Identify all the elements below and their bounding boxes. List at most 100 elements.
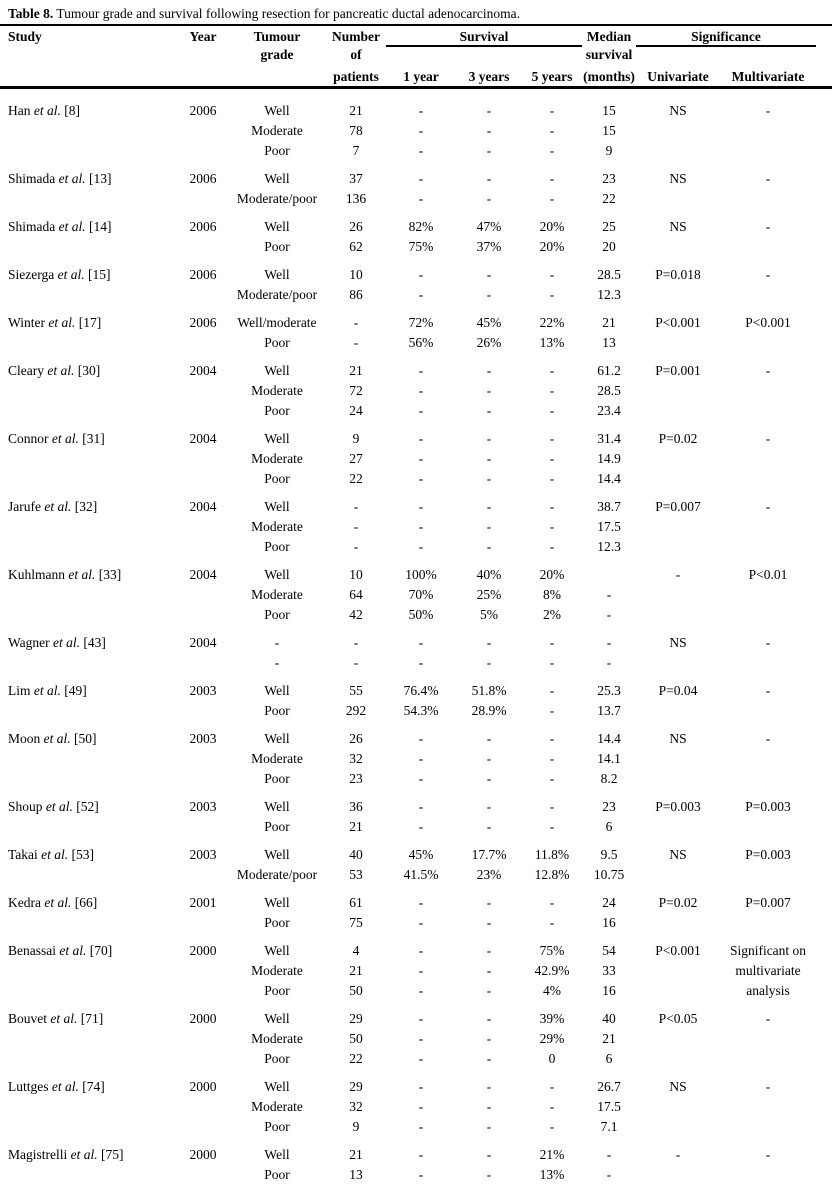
study-author: Benassai	[8, 943, 60, 958]
median-survival-cell: 15	[602, 103, 616, 118]
univariate-cell: P<0.05	[658, 1011, 698, 1026]
multivariate-cell: P<0.01	[748, 567, 788, 582]
median-survival-cell: 20	[602, 239, 616, 254]
patients-count-cell: 32	[349, 1099, 363, 1114]
survival-3yr-cell: 28.9%	[471, 703, 507, 718]
median-survival-cell: 28.5	[597, 383, 621, 398]
study-author: Kuhlmann	[8, 567, 69, 582]
survival-1yr-cell: -	[418, 267, 424, 282]
patients-count-cell: 22	[349, 471, 363, 486]
patients-count-cell: 61	[349, 895, 363, 910]
survival-1yr-cell: 82%	[408, 219, 434, 234]
patients-count-cell: 21	[349, 819, 363, 834]
survival-5yr-cell: -	[549, 123, 555, 138]
study-cell: Luttges et al. [74]	[8, 1077, 178, 1097]
survival-5yr-cell: 13%	[539, 1167, 565, 1182]
column-header-patients: Number	[332, 29, 380, 44]
study-group: Siezerga et al. [15] 2006 Well 10 - - - 28.5 Mod…	[8, 265, 824, 305]
survival-3yr-cell: 5%	[480, 607, 498, 622]
survival-1yr-cell: -	[418, 799, 424, 814]
study-cell: Siezerga et al. [15]	[8, 265, 178, 285]
survival-5yr-cell: 12.8%	[534, 867, 570, 882]
median-survival-cell: -	[606, 655, 612, 670]
grade-cell: -	[274, 635, 280, 650]
patients-count-cell: 40	[349, 847, 363, 862]
survival-5yr-cell: -	[549, 895, 555, 910]
survival-5yr-cell: -	[549, 915, 555, 930]
multivariate-cell: -	[765, 731, 771, 746]
study-cell: Wagner et al. [43]	[8, 633, 178, 653]
study-group: Wagner et al. [43] 2004 - - - - - - - - - - - - NS -	[8, 633, 824, 673]
survival-5yr-cell: -	[549, 143, 555, 158]
survival-3yr-cell: -	[486, 403, 492, 418]
survival-5yr-cell: 0	[548, 1051, 556, 1066]
year-cell: 2003	[189, 799, 217, 814]
median-survival-cell: 9.5	[600, 847, 618, 862]
multivariate-cell: -	[765, 1079, 771, 1094]
study-cell: Bouvet et al. [71]	[8, 1009, 178, 1029]
study-et-al: et al.	[50, 1011, 78, 1026]
multivariate-cell: Significant on multivariate analysis	[729, 943, 807, 998]
survival-5yr-cell: -	[549, 451, 555, 466]
grade-cell: Moderate	[251, 1099, 303, 1114]
survival-3yr-cell: 40%	[476, 567, 502, 582]
year-cell: 2000	[189, 1079, 217, 1094]
univariate-cell: NS	[669, 847, 687, 862]
column-header-study: Study	[8, 29, 42, 44]
table-caption-text: Tumour grade and survival following rese…	[53, 6, 521, 21]
study-et-al: et al.	[57, 267, 85, 282]
study-cell: Shoup et al. [52]	[8, 797, 178, 817]
grade-cell: Poor	[264, 335, 290, 350]
median-survival-cell: 24	[602, 895, 616, 910]
univariate-cell: NS	[669, 1079, 687, 1094]
univariate-cell: P=0.04	[658, 683, 698, 698]
patients-count-cell: -	[353, 655, 359, 670]
study-et-al: et al.	[44, 499, 72, 514]
study-reference: [75]	[97, 1147, 124, 1162]
study-cell: Benassai et al. [70]	[8, 941, 178, 961]
survival-5yr-cell: -	[549, 191, 555, 206]
survival-5yr-cell: -	[549, 499, 555, 514]
survival-5yr-cell: -	[549, 731, 555, 746]
study-reference: [15]	[84, 267, 111, 282]
study-author: Shoup	[8, 799, 46, 814]
study-reference: [13]	[85, 171, 112, 186]
grade-cell: Well	[264, 683, 290, 698]
survival-1yr-cell: -	[418, 983, 424, 998]
patients-count-cell: 36	[349, 799, 363, 814]
grade-cell: Poor	[264, 703, 290, 718]
column-header-univariate: Univariate	[647, 69, 709, 84]
median-survival-cell: 38.7	[597, 499, 621, 514]
survival-5yr-cell: -	[549, 287, 555, 302]
patients-count-cell: 86	[349, 287, 363, 302]
survival-3yr-cell: -	[486, 635, 492, 650]
grade-cell: Well	[264, 1147, 290, 1162]
univariate-cell: -	[675, 567, 681, 582]
study-reference: [17]	[75, 315, 102, 330]
survival-3yr-cell: -	[486, 1119, 492, 1134]
survival-5yr-cell: -	[549, 383, 555, 398]
survival-1yr-cell: -	[418, 403, 424, 418]
grade-cell: Poor	[264, 1119, 290, 1134]
survival-5yr-cell: -	[549, 751, 555, 766]
survival-3yr-cell: -	[486, 771, 492, 786]
survival-3yr-cell: -	[486, 915, 492, 930]
median-survival-cell: -	[606, 635, 612, 650]
survival-5yr-cell: 20%	[539, 567, 565, 582]
patients-count-cell: 64	[349, 587, 363, 602]
median-survival-cell: 31.4	[597, 431, 621, 446]
median-survival-cell: 10.75	[593, 867, 625, 882]
median-survival-cell: -	[606, 587, 612, 602]
study-et-al: et al.	[51, 1079, 79, 1094]
median-survival-cell: 6	[605, 1051, 613, 1066]
study-et-al: et al.	[45, 799, 73, 814]
patients-count-cell: -	[353, 499, 359, 514]
multivariate-cell: -	[765, 635, 771, 650]
year-cell: 2003	[189, 847, 217, 862]
study-group: Cleary et al. [30] 2004 Well 21 - - - 61.2 Moder…	[8, 361, 824, 421]
survival-5yr-cell: 75%	[539, 943, 565, 958]
column-header-patients-2: of	[350, 47, 362, 62]
median-survival-cell: 16	[602, 983, 616, 998]
median-survival-cell: 12.3	[597, 539, 621, 554]
